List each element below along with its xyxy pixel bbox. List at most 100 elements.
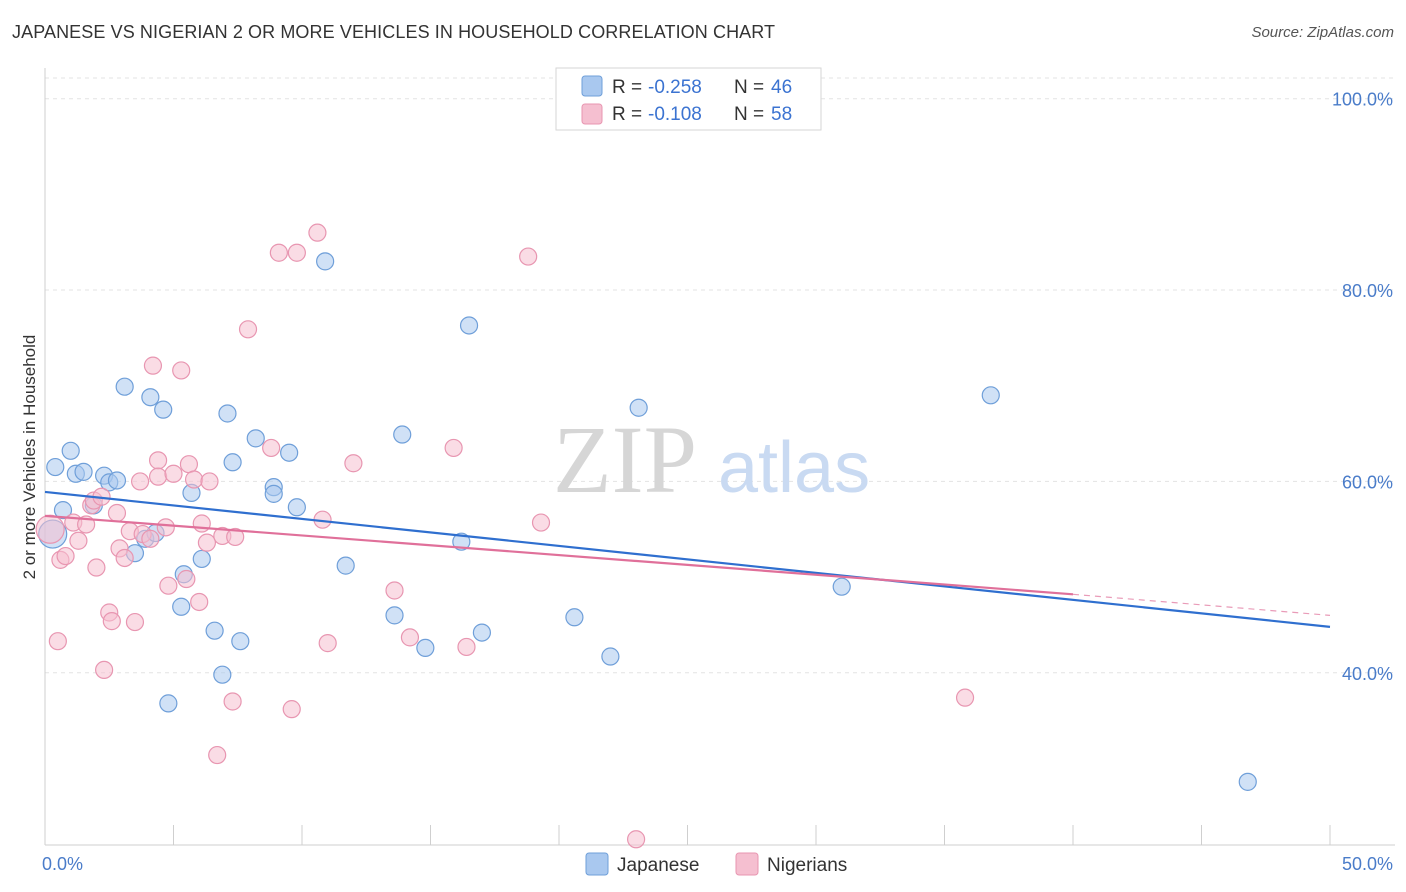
nigerian-point-23 [148,451,168,470]
legend-nigerian-n-label: N = [734,104,764,125]
grid-layer [45,77,1395,674]
y-axis-title: 2 or more Vehicles in Household [20,335,39,580]
y-tick-label-2: 80.0% [1342,281,1393,301]
nigerian-point-32 [190,592,209,612]
watermark-atlas: atlas [718,428,870,508]
legend-nigerian-n-value: 58 [771,104,792,125]
nigerian-point-21 [141,529,160,548]
nigerian-point-36 [208,745,227,765]
legend-nigerian-r-label: R = [612,104,642,125]
japanese-point-3 [61,441,80,460]
y-tick-label-1: 60.0% [1342,472,1393,492]
y-tick-label-3: 100.0% [1332,90,1393,110]
japanese-point-43 [981,386,1000,405]
legend-japanese-swatch [581,75,603,97]
japanese-point-25 [231,632,250,651]
nigerian-point-54 [531,513,551,532]
nigerian-point-56 [955,688,975,707]
y-tick-label-0: 40.0% [1342,664,1393,684]
japanese-point-30 [287,498,306,517]
nigerian-trend-line [44,514,1074,596]
japanese-point-38 [472,623,491,642]
japanese-point-5 [74,462,93,481]
japanese-point-32 [336,556,355,575]
nigerian-point-34 [197,533,217,552]
japanese-point-41 [629,398,648,417]
nigerian-point-33 [192,514,211,533]
japanese-point-44 [1238,772,1257,791]
legend-japanese-r-value: -0.258 [648,77,702,98]
legend-nigerian-swatch [581,103,603,125]
japanese-point-31 [316,252,335,271]
chart-title: JAPANESE VS NIGERIAN 2 OR MORE VEHICLES … [12,22,776,42]
nigerian-point-40 [238,320,258,339]
series-legend-japanese-swatch [585,852,609,876]
nigerian-point-35 [200,472,219,491]
nigerian-point-44 [287,243,306,262]
japanese-point-9 [107,471,127,490]
nigerian-point-5 [69,531,88,550]
trend-layer [44,490,1331,628]
nigerian-point-0 [35,514,65,544]
japanese-point-40 [601,647,620,666]
nigerian-point-48 [344,454,363,473]
labels-layer: 40.0% 60.0% 80.0% 100.0% 0.0% 50.0% 2 or more … [20,90,1393,874]
legend-japanese-r-label: R = [612,77,642,98]
nigerian-point-29 [177,569,196,589]
nigerian-point-50 [400,628,420,647]
japanese-point-37 [459,316,479,335]
japanese-point-13 [141,388,160,407]
series-legend-nigerian-label: Nigerians [767,855,847,876]
nigerian-point-28 [172,361,191,380]
nigerian-point-3 [56,546,75,566]
japanese-point-15 [154,400,173,419]
series-legend: Japanese Nigerians [585,852,847,876]
stats-legend: R = -0.258 N = 46 R = -0.108 N = 58 [555,67,822,131]
nigerian-point-47 [318,634,337,653]
axes-layer [44,68,1395,846]
watermark: ZIP atlas [553,406,870,513]
japanese-point-29 [280,443,299,462]
japanese-point-36 [452,532,471,551]
japanese-point-20 [192,549,211,569]
nigerian-point-9 [87,558,106,577]
japanese-point-39 [565,608,584,627]
nigerian-point-43 [282,700,301,719]
nigerian-point-1 [48,632,67,651]
nigerian-point-42 [269,243,288,262]
nigerian-point-39 [226,527,245,547]
nigerian-point-30 [179,455,199,474]
legend-nigerian-r-value: -0.108 [648,104,702,125]
nigerian-point-26 [159,576,178,595]
points-layer [35,223,1257,849]
nigerian-point-13 [102,612,121,631]
nigerian-point-25 [156,518,175,537]
japanese-point-34 [393,425,412,444]
japanese-trend-line [44,490,1331,628]
japanese-point-23 [218,404,237,423]
nigerian-point-45 [308,223,327,242]
nigerian-point-53 [519,247,538,266]
source-label: Source: ZipAtlas.com [1251,24,1394,41]
legend-japanese-n-label: N = [734,77,764,98]
japanese-point-16 [159,694,178,713]
nigerian-point-27 [164,464,183,483]
japanese-point-28 [264,484,283,503]
nigerian-point-51 [444,438,463,458]
japanese-point-26 [246,429,265,448]
japanese-point-1 [46,457,65,477]
nigerian-point-11 [95,660,114,680]
japanese-point-17 [172,597,191,616]
nigerian-point-22 [143,356,163,375]
x-tick-label-0: 0.0% [42,854,83,874]
nigerian-point-31 [184,470,204,489]
japanese-point-33 [385,606,404,625]
nigerian-point-38 [223,692,242,711]
x-tick-label-1: 50.0% [1342,854,1393,874]
nigerian-point-49 [385,581,404,600]
nigerian-trend-extension [1072,593,1331,616]
japanese-point-42 [832,577,851,596]
japanese-point-10 [115,377,134,396]
nigerian-point-19 [130,472,150,491]
